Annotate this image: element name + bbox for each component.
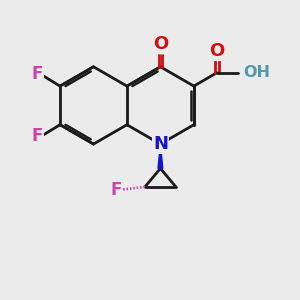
Text: N: N <box>153 135 168 153</box>
Text: F: F <box>110 181 122 199</box>
Text: OH: OH <box>244 65 271 80</box>
Text: O: O <box>153 35 168 53</box>
Polygon shape <box>158 144 163 168</box>
Text: O: O <box>209 42 225 60</box>
Text: F: F <box>32 65 43 83</box>
Text: F: F <box>32 128 43 146</box>
